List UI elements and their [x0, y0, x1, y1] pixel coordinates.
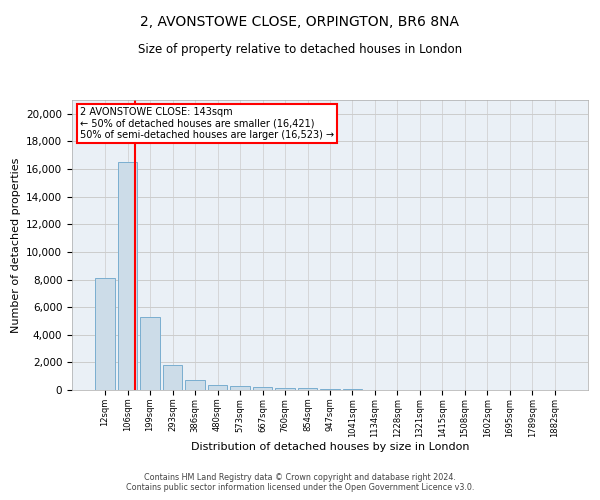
Bar [320, 389, 340, 390]
Bar [95, 278, 115, 390]
Text: Contains HM Land Registry data © Crown copyright and database right 2024.
Contai: Contains HM Land Registry data © Crown c… [126, 473, 474, 492]
Bar [140, 317, 160, 390]
Bar [230, 386, 250, 390]
Bar [118, 162, 137, 390]
X-axis label: Distribution of detached houses by size in London: Distribution of detached houses by size … [191, 442, 469, 452]
Bar [253, 387, 272, 390]
Y-axis label: Number of detached properties: Number of detached properties [11, 158, 20, 332]
Bar [163, 365, 182, 390]
Bar [298, 388, 317, 390]
Text: Size of property relative to detached houses in London: Size of property relative to detached ho… [138, 42, 462, 56]
Bar [208, 385, 227, 390]
Bar [185, 380, 205, 390]
Text: 2 AVONSTOWE CLOSE: 143sqm
← 50% of detached houses are smaller (16,421)
50% of s: 2 AVONSTOWE CLOSE: 143sqm ← 50% of detac… [80, 108, 334, 140]
Text: 2, AVONSTOWE CLOSE, ORPINGTON, BR6 8NA: 2, AVONSTOWE CLOSE, ORPINGTON, BR6 8NA [140, 15, 460, 29]
Bar [275, 388, 295, 390]
